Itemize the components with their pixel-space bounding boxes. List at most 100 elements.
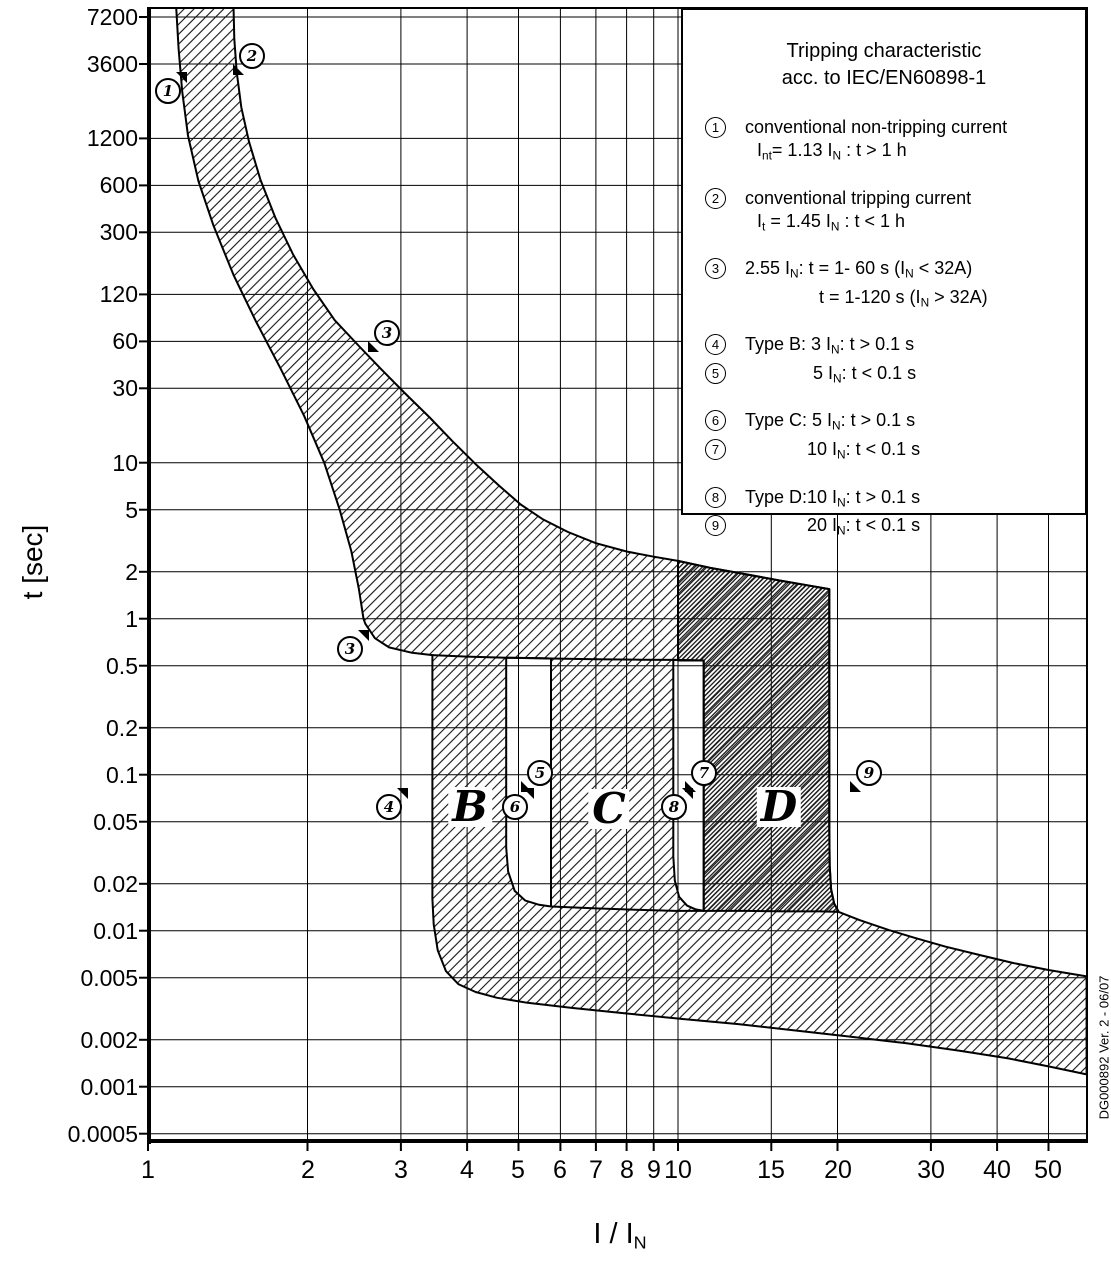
- y-tick-label: 0.05: [93, 809, 138, 835]
- legend-number-column: 3: [705, 257, 745, 280]
- legend-text-segment: 10 I: [807, 438, 838, 459]
- y-tick-label: 300: [99, 219, 138, 245]
- legend-row: 9 20 IN: t < 0.1 s: [705, 514, 1085, 543]
- legend-row-text: 10 IN: t < 0.1 s: [745, 438, 920, 467]
- legend-row-text: 5 IN: t < 0.1 s: [745, 362, 916, 391]
- legend-text-segment: Type D:10 I: [745, 486, 838, 507]
- x-tick-label: 30: [917, 1156, 945, 1184]
- x-tick-label: 10: [664, 1156, 692, 1184]
- y-axis-title: t [sec]: [17, 524, 48, 600]
- subscript-text: N: [837, 495, 846, 510]
- y-tick-label: 10: [112, 450, 138, 476]
- subscript-text: N: [837, 447, 846, 462]
- x-tick-label: 5: [511, 1156, 525, 1184]
- legend-title-line2: acc. to IEC/EN60898-1: [781, 67, 987, 89]
- curve-marker-7: 7: [685, 760, 717, 792]
- legend-text-segment: = 1.13 I: [771, 140, 833, 160]
- legend-row: 7 10 IN: t < 0.1 s: [705, 438, 1085, 467]
- legend-text-segment: : t > 0.1 s: [839, 334, 915, 355]
- curve-marker-6: 6: [502, 788, 534, 820]
- y-tick-label: 1: [125, 606, 138, 632]
- curve-marker-2: 2: [233, 43, 265, 75]
- y-tick-label: 0.02: [93, 871, 138, 897]
- subscript-text: N: [790, 266, 799, 281]
- legend-row-text: Type C: 5 IN: t > 0.1 s: [745, 409, 915, 438]
- y-tick-label: 0.0005: [67, 1121, 138, 1147]
- curve-marker-4: 4: [376, 788, 408, 820]
- x-tick-label: 3: [394, 1156, 408, 1184]
- x-tick-label: 4: [460, 1156, 474, 1184]
- legend-text-segment: 20 I: [807, 515, 838, 536]
- y-tick-label: 0.2: [106, 715, 138, 741]
- marker-pointer-icon: [368, 341, 379, 352]
- legend-items: 1 conventional non-tripping current Int= 1…: [683, 116, 1085, 543]
- marker-pointer-icon: [233, 64, 244, 75]
- y-tick-label: 0.5: [106, 653, 138, 679]
- legend-row-text: 2.55 IN: t = 1- 60 s (IN < 32A): [745, 257, 972, 286]
- legend-row: 5 5 IN: t < 0.1 s: [705, 362, 1085, 391]
- marker-pointer-icon: [176, 72, 187, 83]
- legend-text-segment: I: [757, 140, 763, 160]
- legend-row-text: 20 IN: t < 0.1 s: [745, 514, 920, 543]
- legend-row: 2 conventional tripping current: [705, 187, 1085, 210]
- legend-text-segment: 2.55 I: [745, 258, 791, 279]
- legend-text-segment: I: [757, 210, 763, 231]
- y-tick-label: 2: [125, 559, 138, 585]
- legend-row-text: t = 1-120 s (IN > 32A): [745, 286, 988, 315]
- legend-row-text: Type D:10 IN: t > 0.1 s: [745, 486, 920, 515]
- x-tick-label: 50: [1034, 1156, 1062, 1184]
- legend-text-segment: : t > 0.1 s: [845, 486, 921, 507]
- legend-row: 1 conventional non-tripping current: [705, 116, 1085, 139]
- subscript-text: N: [833, 371, 842, 386]
- y-tick-label: 1200: [86, 125, 138, 151]
- legend-text-segment: : t < 0.1 s: [845, 515, 921, 536]
- marker-pointer-icon: [397, 788, 408, 799]
- curve-marker-9: 9: [850, 760, 882, 792]
- legend-text-segment: : t = 1- 60 s (I: [798, 258, 906, 279]
- legend-number-5-icon: 5: [705, 362, 726, 384]
- legend-text-segment: t = 1-120 s (I: [819, 286, 921, 307]
- legend-text-segment: < 32A): [913, 258, 973, 279]
- curve-marker-1: 1: [155, 72, 187, 104]
- legend-number-7-icon: 7: [705, 438, 726, 460]
- y-tick-label: 5: [125, 497, 138, 523]
- marker-pointer-icon: [685, 781, 696, 792]
- x-tick-label: 7: [589, 1156, 603, 1184]
- marker-pointer-icon: [523, 788, 534, 799]
- subscript-text: t: [762, 219, 766, 234]
- x-tick-label: 15: [757, 1156, 785, 1184]
- y-tick-label: 30: [112, 375, 138, 401]
- legend-row: 8 Type D:10 IN: t > 0.1 s: [705, 486, 1085, 515]
- legend-number-4-icon: 4: [705, 334, 726, 356]
- y-tick-label: 7200: [86, 4, 138, 30]
- legend-number-column: 5: [705, 362, 745, 384]
- legend-text-segment: > 32A): [929, 286, 988, 307]
- legend-number-8-icon: 8: [705, 486, 726, 508]
- legend-row: 6 Type C: 5 IN: t > 0.1 s: [705, 409, 1085, 438]
- legend-number-column: 1: [705, 116, 745, 138]
- subscript-text: N: [832, 148, 842, 163]
- y-tick-label: 0.001: [80, 1074, 138, 1100]
- x-tick-label: 1: [141, 1156, 155, 1184]
- legend-text-segment: conventional tripping current: [745, 187, 972, 208]
- legend-row-text: Int= 1.13 IN : t > 1 h: [745, 139, 907, 168]
- subscript-text: N: [831, 342, 840, 357]
- band-label-D: D: [756, 786, 802, 828]
- x-axis-title: I / IN: [400, 1218, 840, 1253]
- legend-text-segment: Type C: 5 I: [745, 410, 833, 431]
- band-label-B: B: [448, 786, 492, 828]
- legend-number-column: 4: [705, 333, 745, 356]
- subscript-text: N: [905, 266, 914, 281]
- curve-marker-5: 5: [521, 760, 553, 792]
- legend-text-segment: : t < 1 h: [839, 210, 906, 231]
- x-tick-label: 40: [983, 1156, 1011, 1184]
- legend-number-column: 2: [705, 187, 745, 209]
- legend-text-segment: : t > 0.1 s: [840, 410, 916, 431]
- x-tick-label: 6: [553, 1156, 567, 1184]
- legend-title: Tripping characteristic acc. to IEC/EN60…: [683, 38, 1085, 92]
- marker-pointer-icon: [358, 630, 369, 641]
- legend-row-text: It = 1.45 IN : t < 1 h: [745, 210, 905, 239]
- curve-marker-8: 8: [661, 788, 693, 820]
- y-tick-label: 3600: [86, 51, 138, 77]
